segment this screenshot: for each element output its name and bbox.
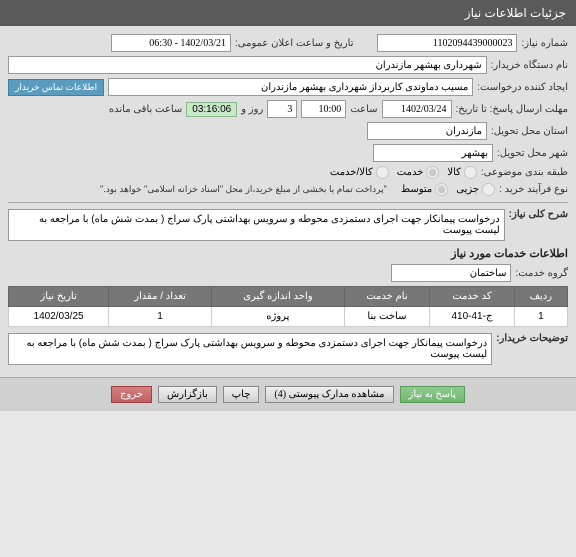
th-unit: واحد اندازه گیری	[211, 287, 344, 307]
panel-header: جزئیات اطلاعات نیاز	[0, 0, 576, 26]
deadline-date-field: 1402/03/24	[382, 100, 452, 118]
radio-goods-input	[464, 166, 477, 179]
report-button[interactable]: بازگزارش	[158, 386, 217, 403]
radio-medium[interactable]: متوسط	[401, 183, 448, 196]
category-label: طبقه بندی موضوعی:	[481, 167, 568, 178]
td-name: ساخت بنا	[344, 307, 429, 327]
exit-button[interactable]: خروج	[111, 386, 152, 403]
th-code: کد خدمت	[430, 287, 515, 307]
services-section-title: اطلاعات خدمات مورد نیاز	[8, 247, 568, 260]
announce-date-label: تاریخ و ساعت اعلان عمومی:	[235, 38, 354, 49]
buyer-field: شهرداری بهشهر مازندران	[8, 56, 487, 74]
table-row[interactable]: 1 ج-41-410 ساخت بنا پروژه 1 1402/03/25	[9, 307, 568, 327]
creator-label: ایجاد کننده درخواست:	[477, 82, 568, 93]
form-content: شماره نیاز: 1102094439000023 تاریخ و ساع…	[0, 26, 576, 377]
radio-service[interactable]: خدمت	[397, 166, 440, 179]
deadline-label: مهلت ارسال پاسخ: تا تاریخ:	[456, 104, 568, 115]
td-qty: 1	[109, 307, 212, 327]
td-code: ج-41-410	[430, 307, 515, 327]
footer-toolbar: پاسخ به نیاز مشاهده مدارک پیوستی (4) چاپ…	[0, 377, 576, 411]
city-label: شهر محل تحویل:	[497, 148, 568, 159]
contact-info-button[interactable]: اطلاعات تماس خریدار	[8, 79, 104, 96]
radio-both[interactable]: کالا/خدمت	[330, 166, 389, 179]
province-label: استان محل تحویل:	[491, 126, 568, 137]
group-field: ساختمان	[391, 264, 511, 282]
city-field: بهشهر	[373, 144, 493, 162]
category-radio-group: کالا خدمت کالا/خدمت	[330, 166, 477, 179]
countdown-timer: 03:16:06	[186, 102, 237, 117]
td-row: 1	[514, 307, 567, 327]
need-number-field: 1102094439000023	[377, 34, 517, 52]
radio-goods[interactable]: کالا	[447, 166, 477, 179]
radio-service-input	[426, 166, 439, 179]
services-table: ردیف کد خدمت نام خدمت واحد اندازه گیری ت…	[8, 286, 568, 327]
announce-date-field: 1402/03/21 - 06:30	[111, 34, 231, 52]
remaining-label: ساعت باقی مانده	[109, 104, 182, 115]
buyer-notes-field: درخواست پیمانکار جهت اجرای دستمزدی محوطه…	[8, 333, 492, 365]
radio-both-input	[376, 166, 389, 179]
radio-medium-input	[435, 183, 448, 196]
days-field: 3	[267, 100, 297, 118]
respond-button[interactable]: پاسخ به نیاز	[400, 386, 466, 403]
days-label: روز و	[241, 104, 263, 115]
radio-partial-input	[482, 183, 495, 196]
th-name: نام خدمت	[344, 287, 429, 307]
header-title: جزئیات اطلاعات نیاز	[465, 6, 566, 20]
group-label: گروه خدمت:	[515, 268, 568, 279]
td-date: 1402/03/25	[9, 307, 109, 327]
time-label: ساعت	[350, 104, 377, 115]
th-row: ردیف	[514, 287, 567, 307]
need-number-label: شماره نیاز:	[521, 38, 568, 49]
desc-label: شرح کلی نیاز:	[509, 209, 568, 220]
td-unit: پروژه	[211, 307, 344, 327]
payment-note: "پرداخت تمام یا بخشی از مبلغ خرید،از محل…	[100, 184, 387, 195]
creator-field: مسیب دماوندی کاربرداز شهرداری بهشهر مازن…	[108, 78, 473, 96]
process-type-label: نوع فرآیند خرید :	[499, 184, 568, 195]
table-header-row: ردیف کد خدمت نام خدمت واحد اندازه گیری ت…	[9, 287, 568, 307]
th-qty: تعداد / مقدار	[109, 287, 212, 307]
th-date: تاریخ نیاز	[9, 287, 109, 307]
print-button[interactable]: چاپ	[223, 386, 260, 403]
attachments-button[interactable]: مشاهده مدارک پیوستی (4)	[265, 386, 393, 403]
province-field: مازندران	[367, 122, 487, 140]
description-field: درخواست پیمانکار جهت اجرای دستمزدی محوطه…	[8, 209, 505, 241]
deadline-time-field: 10:00	[301, 100, 346, 118]
radio-partial[interactable]: جزیی	[456, 183, 495, 196]
process-radio-group: جزیی متوسط	[401, 183, 495, 196]
buyer-label: نام دستگاه خریدار:	[491, 60, 568, 71]
buyer-notes-label: توضیحات خریدار:	[496, 333, 568, 344]
